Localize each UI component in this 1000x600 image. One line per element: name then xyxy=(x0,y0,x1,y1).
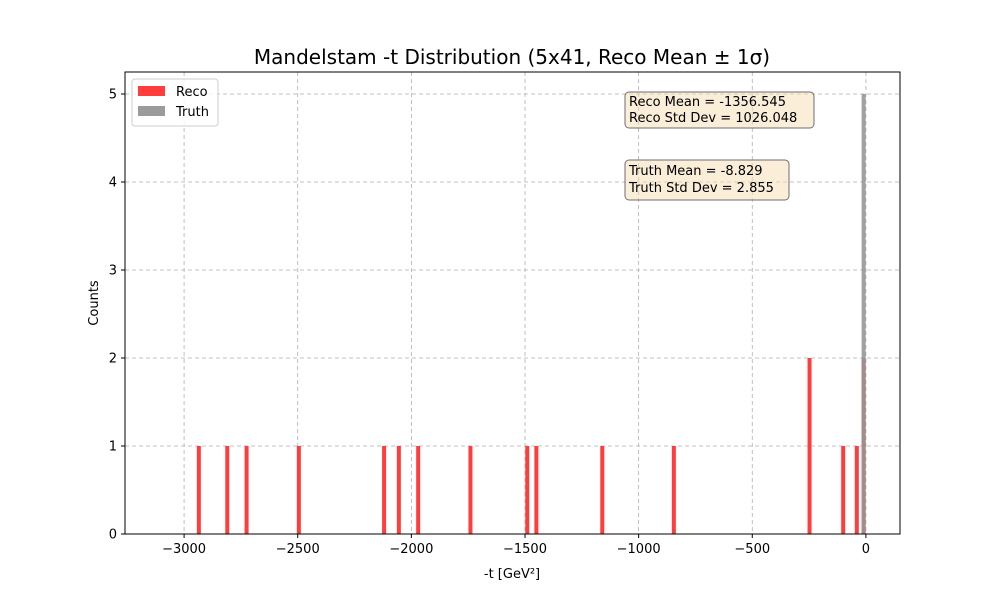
x-tick-label: 0 xyxy=(862,542,870,557)
x-tick-label: −2000 xyxy=(389,542,433,557)
plot-area-frame xyxy=(124,71,901,535)
y-tick-label: 2 xyxy=(109,352,117,367)
legend-label-reco: Reco xyxy=(176,85,208,100)
y-tick-label: 3 xyxy=(109,264,117,279)
legend-label-truth: Truth xyxy=(175,105,209,120)
bar-reco xyxy=(525,446,530,534)
reco-mean-text: Reco Mean = -1356.545 xyxy=(629,95,786,110)
truth-stats-frame xyxy=(624,159,790,201)
axis-ticks: −3000 −2500 −2000 −1500 −1000 −500 0 0 1 2 3 4 5 xyxy=(109,88,870,558)
reco-stats-frame xyxy=(624,91,815,129)
legend: Reco Truth xyxy=(131,78,219,127)
bar-reco xyxy=(416,446,421,534)
x-tick-label: −500 xyxy=(734,542,770,557)
x-tick-label: −2500 xyxy=(276,542,320,557)
bar-reco xyxy=(854,446,859,534)
bar-reco xyxy=(196,446,201,534)
x-axis-label: -t [GeV²] xyxy=(484,567,540,582)
bar-reco xyxy=(382,446,387,534)
reco-stats-box: Reco Mean = -1356.545 Reco Std Dev = 102… xyxy=(624,91,815,129)
bar-reco xyxy=(225,446,230,534)
truth-std-text: Truth Std Dev = 2.855 xyxy=(628,181,774,196)
bar-reco xyxy=(841,446,846,534)
bar-reco xyxy=(296,446,301,534)
bar-reco xyxy=(534,446,539,534)
truth-mean-text: Truth Mean = -8.829 xyxy=(628,164,763,179)
y-axis-label: Counts xyxy=(87,280,102,326)
x-tick-label: −3000 xyxy=(162,542,206,557)
y-tick-label: 0 xyxy=(109,528,117,543)
chart-title: Mandelstam -t Distribution (5x41, Reco M… xyxy=(254,45,770,69)
histogram-bars xyxy=(196,94,866,534)
bar-reco xyxy=(671,446,676,534)
y-tick-label: 4 xyxy=(109,176,117,191)
reco-std-text: Reco Std Dev = 1026.048 xyxy=(629,111,797,126)
y-tick-label: 5 xyxy=(109,88,117,103)
x-tick-label: −1500 xyxy=(503,542,547,557)
y-tick-label: 1 xyxy=(109,440,117,455)
legend-swatch-truth xyxy=(138,106,165,116)
bar-reco xyxy=(244,446,249,534)
bar-reco xyxy=(396,446,401,534)
bar-truth xyxy=(861,94,866,534)
bar-reco xyxy=(468,446,473,534)
bar-reco xyxy=(600,446,605,534)
truth-stats-box: Truth Mean = -8.829 Truth Std Dev = 2.85… xyxy=(624,159,790,201)
bar-reco xyxy=(807,358,812,534)
grid-lines xyxy=(125,72,900,535)
legend-swatch-reco xyxy=(138,86,165,96)
x-tick-label: −1000 xyxy=(617,542,661,557)
